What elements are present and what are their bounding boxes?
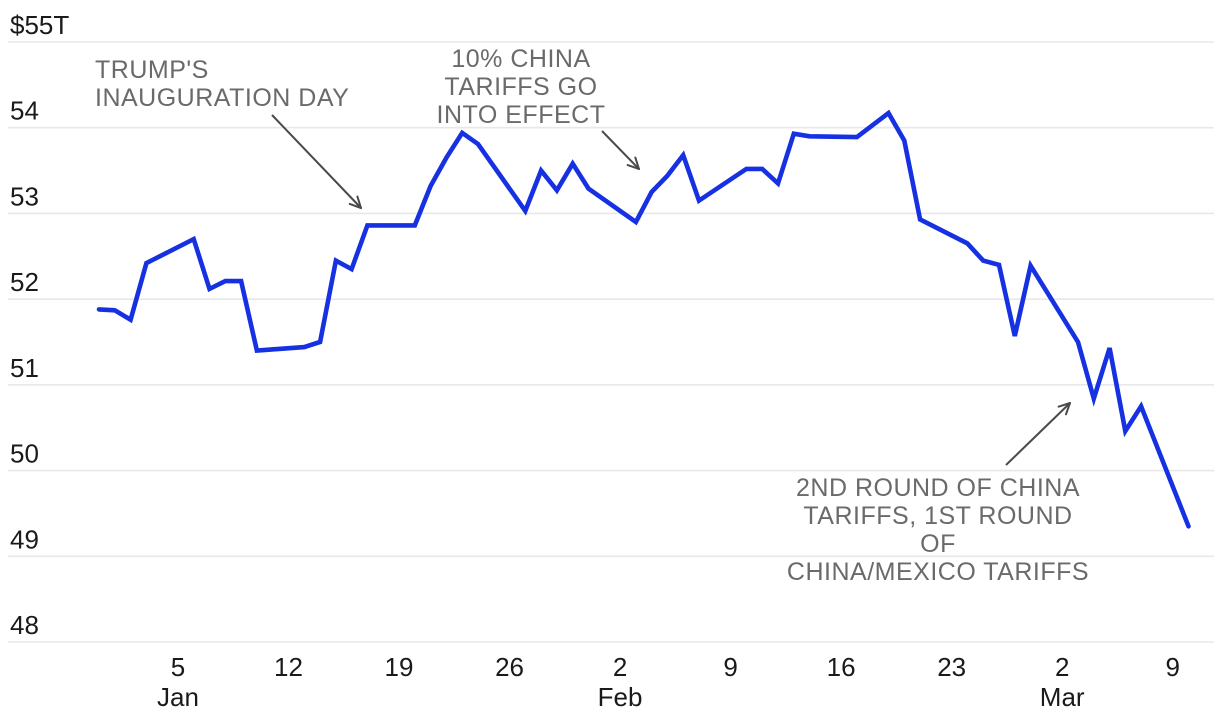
y-tick-label-53: 53 (10, 181, 39, 211)
x-tick-label-2025-01-26: 26 (495, 652, 524, 682)
x-tick-label-2025-03-02: 2 (1055, 652, 1069, 682)
x-tick-label-2025-01-12: 12 (274, 652, 303, 682)
arrowhead-second-round-tariffs-0 (1057, 402, 1071, 408)
x-tick-label-2025-01-05: 5 (171, 652, 185, 682)
arrow-second-round-tariffs (1005, 402, 1071, 466)
arrowhead-china-tariffs-10pct-1 (626, 164, 640, 170)
x-tick-label-2025-02-23: 23 (937, 652, 966, 682)
arrowhead-second-round-tariffs-1 (1064, 402, 1071, 416)
arrowhead-inauguration-day-1 (348, 202, 362, 209)
x-tick-label-2025-02-09: 9 (723, 652, 737, 682)
series-line-total-us-stock-market-value (96, 109, 1191, 529)
y-tick-label-49: 49 (10, 524, 39, 554)
arrow-china-tariffs-10pct (601, 130, 640, 170)
y-tick-label-54: 54 (10, 96, 39, 126)
y-tick-label-48: 48 (10, 610, 39, 640)
arrowhead-china-tariffs-10pct-0 (634, 156, 640, 170)
x-month-label-jan: Jan (157, 682, 199, 712)
y-tick-label-51: 51 (10, 353, 39, 383)
arrow-inauguration-day (271, 114, 362, 209)
x-month-label-feb: Feb (598, 682, 643, 712)
annotation-inauguration-day: TRUMP'S INAUGURATION DAY (95, 56, 350, 112)
y-tick-label-52: 52 (10, 267, 39, 297)
x-tick-label-2025-02-16: 16 (827, 652, 856, 682)
annotation-china-tariffs-10pct: 10% CHINA TARIFFS GO INTO EFFECT (436, 45, 606, 129)
x-month-label-mar: Mar (1040, 682, 1085, 712)
x-tick-label-2025-03-09: 9 (1165, 652, 1179, 682)
arrowhead-inauguration-day-0 (356, 195, 362, 209)
y-tick-label-50: 50 (10, 439, 39, 469)
annotation-second-round-tariffs: 2ND ROUND OF CHINA TARIFFS, 1ST ROUND OF… (786, 474, 1090, 586)
y-tick-label-55: $55T (10, 10, 69, 40)
x-tick-label-2025-02-02: 2 (613, 652, 627, 682)
x-tick-label-2025-01-19: 19 (385, 652, 414, 682)
